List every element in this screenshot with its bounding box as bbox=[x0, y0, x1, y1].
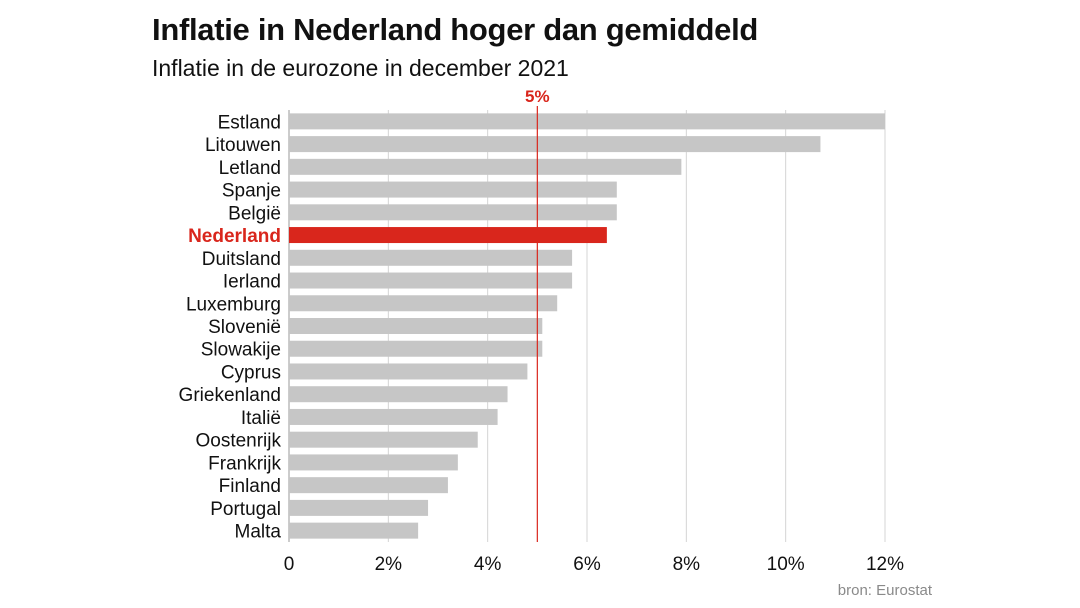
category-label: Estland bbox=[218, 112, 281, 133]
category-label: Nederland bbox=[188, 226, 281, 247]
bar bbox=[289, 181, 617, 198]
x-tick-label: 8% bbox=[673, 554, 701, 575]
bar bbox=[289, 499, 429, 516]
category-label: Oostenrijk bbox=[195, 431, 281, 452]
category-label: Griekenland bbox=[179, 385, 281, 406]
category-label: Cyprus bbox=[221, 362, 281, 383]
category-label: Malta bbox=[235, 522, 282, 543]
chart-title: Inflatie in Nederland hoger dan gemiddel… bbox=[152, 12, 759, 47]
bar bbox=[289, 340, 543, 357]
bar bbox=[289, 408, 498, 425]
bar bbox=[289, 136, 821, 153]
category-label: Portugal bbox=[210, 499, 281, 520]
category-label: Frankrijk bbox=[208, 453, 281, 474]
bar bbox=[289, 249, 573, 266]
category-label: Slovenië bbox=[208, 317, 281, 338]
category-label: Luxemburg bbox=[186, 294, 281, 315]
category-label: Spanje bbox=[222, 181, 281, 202]
category-label: Finland bbox=[219, 476, 281, 497]
bar bbox=[289, 158, 682, 175]
x-tick-label: 4% bbox=[474, 554, 502, 575]
bar bbox=[289, 318, 543, 334]
bar-highlight bbox=[289, 227, 607, 244]
category-label: Ierland bbox=[223, 272, 281, 293]
bar bbox=[289, 431, 478, 448]
bar bbox=[289, 386, 508, 403]
category-label: Litouwen bbox=[205, 135, 281, 156]
x-tick-label: 10% bbox=[767, 554, 805, 575]
source-note: bron: Eurostat bbox=[837, 582, 932, 599]
bar bbox=[289, 477, 448, 494]
x-tick-label: 0 bbox=[284, 554, 295, 575]
category-label: Duitsland bbox=[202, 249, 281, 270]
category-label: België bbox=[228, 203, 281, 224]
bar bbox=[289, 363, 528, 380]
reference-line-label: 5% bbox=[525, 87, 550, 106]
category-label: Letland bbox=[219, 158, 281, 179]
x-tick-label: 12% bbox=[866, 554, 904, 575]
x-tick-label: 6% bbox=[573, 554, 601, 575]
bar bbox=[289, 522, 419, 539]
bar bbox=[289, 272, 573, 289]
bar bbox=[289, 113, 885, 130]
bar bbox=[289, 295, 558, 312]
bar bbox=[289, 454, 458, 471]
chart-subtitle: Inflatie in de eurozone in december 2021 bbox=[152, 55, 569, 81]
bar bbox=[289, 204, 617, 221]
category-label: Slowakije bbox=[201, 340, 281, 361]
category-label: Italië bbox=[241, 408, 281, 429]
x-tick-label: 2% bbox=[375, 554, 403, 575]
